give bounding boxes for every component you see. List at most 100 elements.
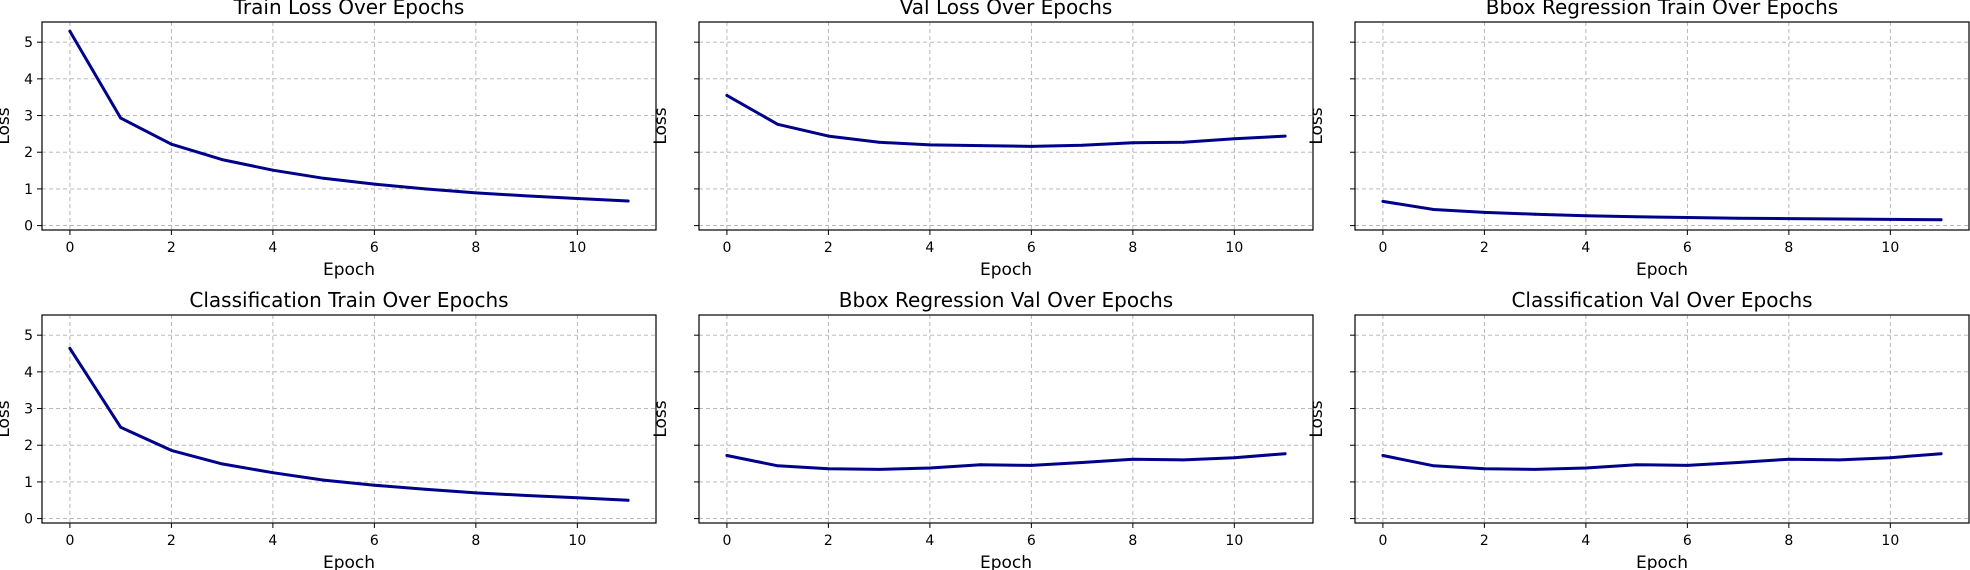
data-point: [373, 182, 376, 186]
x-tick-label: 2: [1480, 240, 1489, 256]
data-point: [1381, 200, 1385, 203]
x-tick-label: 10: [1225, 240, 1243, 256]
x-tick-label: 4: [268, 240, 277, 256]
x-tick-label: 10: [1881, 240, 1899, 256]
y-axis-label: Loss: [0, 400, 14, 437]
y-axis-label: Loss: [1307, 400, 1327, 437]
data-point: [877, 468, 881, 471]
y-axis-label: Loss: [651, 107, 671, 144]
data-point: [1584, 214, 1588, 218]
data-point: [827, 467, 830, 471]
data-point: [1533, 212, 1537, 216]
y-tick-label: 3: [24, 402, 33, 418]
data-point: [776, 464, 780, 468]
chart-title: Val Loss Over Epochs: [900, 0, 1113, 19]
x-tick-label: 2: [167, 533, 176, 549]
data-point: [1432, 464, 1436, 468]
x-tick-label: 4: [1581, 240, 1590, 256]
data-point: [1080, 143, 1084, 147]
x-tick-label: 0: [65, 240, 74, 256]
x-tick-label: 6: [1027, 533, 1036, 549]
chart-panel-3: 0 2 4 6 8 10 0 1 2 3 4 5 Classification Train Over E…: [0, 288, 657, 570]
data-point: [1283, 452, 1287, 456]
data-point: [1584, 466, 1588, 470]
x-tick-label: 2: [1480, 533, 1489, 549]
data-point: [1888, 456, 1892, 460]
x-tick-label: 4: [1581, 533, 1590, 549]
x-tick-label: 0: [722, 533, 731, 549]
chart-title: Bbox Regression Train Over Epochs: [1486, 0, 1838, 19]
data-point: [525, 194, 528, 198]
x-tick-label: 10: [1881, 533, 1899, 549]
data-point: [979, 144, 982, 148]
data-point: [575, 496, 579, 500]
x-tick-label: 8: [1784, 240, 1793, 256]
x-tick-label: 0: [1378, 533, 1387, 549]
plot-frame: [1354, 314, 1970, 524]
data-point: [1283, 134, 1287, 138]
chart-title: Bbox Regression Val Over Epochs: [839, 288, 1173, 312]
x-tick-label: 0: [65, 533, 74, 549]
x-tick-label: 2: [824, 240, 833, 256]
data-point: [1939, 452, 1943, 456]
data-point: [271, 168, 275, 172]
data-point: [1080, 461, 1084, 464]
data-point: [271, 471, 275, 475]
y-axis-label: Loss: [651, 400, 671, 437]
plot-frame: [41, 21, 657, 231]
x-tick-label: 8: [1128, 240, 1137, 256]
data-point: [322, 478, 325, 482]
data-point: [119, 116, 123, 120]
data-point: [170, 142, 173, 146]
data-point: [1787, 457, 1791, 461]
x-axis-label: Epoch: [1636, 260, 1688, 280]
y-tick-label: 4: [24, 365, 33, 381]
x-axis-label: Epoch: [323, 553, 375, 570]
x-tick-label: 0: [722, 240, 731, 256]
y-tick-label: 1: [24, 182, 33, 198]
y-tick-label: 5: [24, 35, 33, 51]
x-axis-label: Epoch: [980, 553, 1032, 570]
x-tick-label: 4: [925, 240, 934, 256]
data-point: [1131, 457, 1135, 461]
x-tick-label: 10: [568, 240, 586, 256]
plot-frame: [698, 21, 1314, 231]
data-point: [1483, 467, 1486, 471]
x-tick-label: 8: [471, 533, 480, 549]
data-point: [1686, 216, 1689, 219]
data-point: [1182, 458, 1185, 462]
data-point: [68, 29, 72, 33]
data-point: [979, 463, 982, 467]
data-point: [1838, 458, 1841, 462]
y-tick-label: 0: [24, 512, 33, 528]
data-point: [1888, 218, 1892, 221]
x-tick-label: 10: [1225, 533, 1243, 549]
x-tick-label: 2: [167, 240, 176, 256]
data-point: [525, 494, 528, 497]
plot-frame: [41, 314, 657, 524]
data-point: [1939, 218, 1943, 222]
data-point: [220, 158, 224, 162]
chart-title: Classification Val Over Epochs: [1511, 288, 1812, 312]
data-point: [119, 425, 123, 429]
data-point: [827, 134, 830, 138]
x-tick-label: 8: [471, 240, 480, 256]
data-point: [474, 191, 478, 195]
x-tick-label: 6: [1027, 240, 1036, 256]
x-tick-label: 10: [568, 533, 586, 549]
series-line-0: [725, 93, 1287, 148]
data-point: [626, 498, 630, 502]
data-point: [1838, 217, 1841, 221]
series-line-0: [1381, 452, 1943, 471]
data-point: [725, 454, 729, 457]
data-point: [1432, 208, 1436, 211]
data-point: [423, 187, 427, 191]
plot-frame: [698, 314, 1314, 524]
x-tick-label: 4: [925, 533, 934, 549]
data-point: [170, 449, 173, 452]
data-point: [1232, 137, 1236, 141]
data-point: [1030, 464, 1033, 467]
data-point: [373, 483, 376, 487]
x-axis-label: Epoch: [323, 260, 375, 280]
